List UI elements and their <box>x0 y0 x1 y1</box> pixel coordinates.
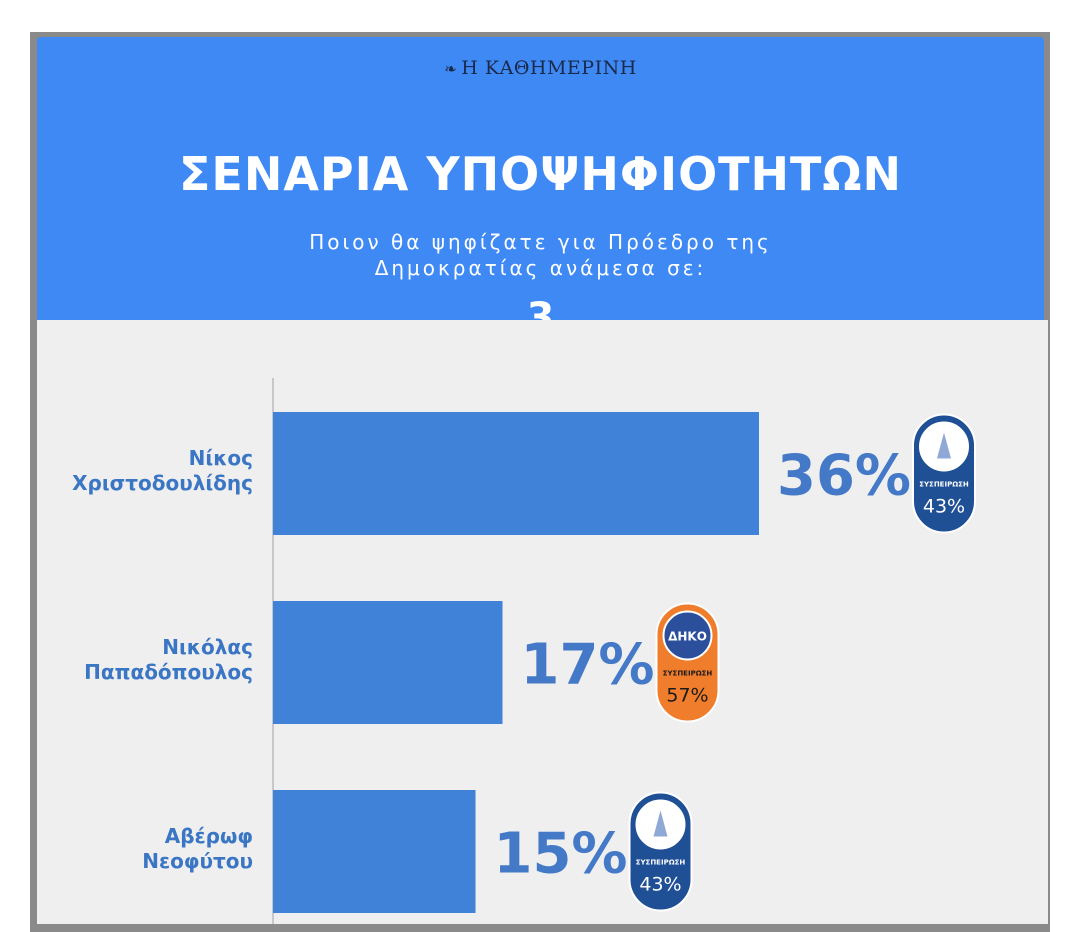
category-label: Νίκος <box>189 446 253 470</box>
category-label: Παπαδόπουλος <box>84 660 253 684</box>
header-banner: ❧ Η ΚΑΘΗΜΕΡΙΝΗ ΣΕΝΑΡΙΑ ΥΠΟΨΗΦΙΟΤΗΤΩΝ Ποιο… <box>37 37 1044 341</box>
brand-logo: ❧ Η ΚΑΘΗΜΕΡΙΝΗ <box>37 57 1044 79</box>
question-text: Ποιον θα ψηφίζατε για Πρόεδρο της Δημοκρ… <box>309 230 772 280</box>
figure-icon <box>653 810 668 837</box>
page-title: ΣΕΝΑΡΙΑ ΥΠΟΨΗΦΙΟΤΗΤΩΝ <box>178 147 903 201</box>
bar <box>273 790 476 913</box>
value-label: 15% <box>494 822 628 887</box>
bar <box>273 412 759 535</box>
badge-caption: ΣΥΣΠΕΙΡΩΣΗ <box>919 481 969 489</box>
badge-value: 43% <box>639 874 681 896</box>
category-label: Νικόλας <box>162 635 253 659</box>
category-label: Χριστοδουλίδης <box>72 471 253 495</box>
chart-panel: Νίκος Χριστοδουλίδης 36% ΣΥΣΠΕΙΡΩΣΗ 43% Νικόλ… <box>37 320 1048 924</box>
category-label: Αβέρωφ <box>165 824 253 848</box>
party-logo-icon <box>662 610 713 661</box>
figure-icon <box>937 432 951 459</box>
badge-value: 43% <box>923 496 965 518</box>
badge-caption: ΣΥΣΠΕΙΡΩΣΗ <box>636 859 686 867</box>
value-label: 36% <box>777 444 911 509</box>
party-name: ΔΗΚΟ <box>668 630 707 644</box>
brand-emblem-icon: ❧ <box>444 60 458 78</box>
badge-caption: ΣΥΣΠΕΙΡΩΣΗ <box>663 670 713 678</box>
brand-name: Η ΚΑΘΗΜΕΡΙΝΗ <box>461 57 637 79</box>
badge-value: 57% <box>666 685 708 707</box>
bar <box>273 601 503 724</box>
value-label: 17% <box>521 633 655 698</box>
category-label: Νεοφύτου <box>142 849 253 873</box>
